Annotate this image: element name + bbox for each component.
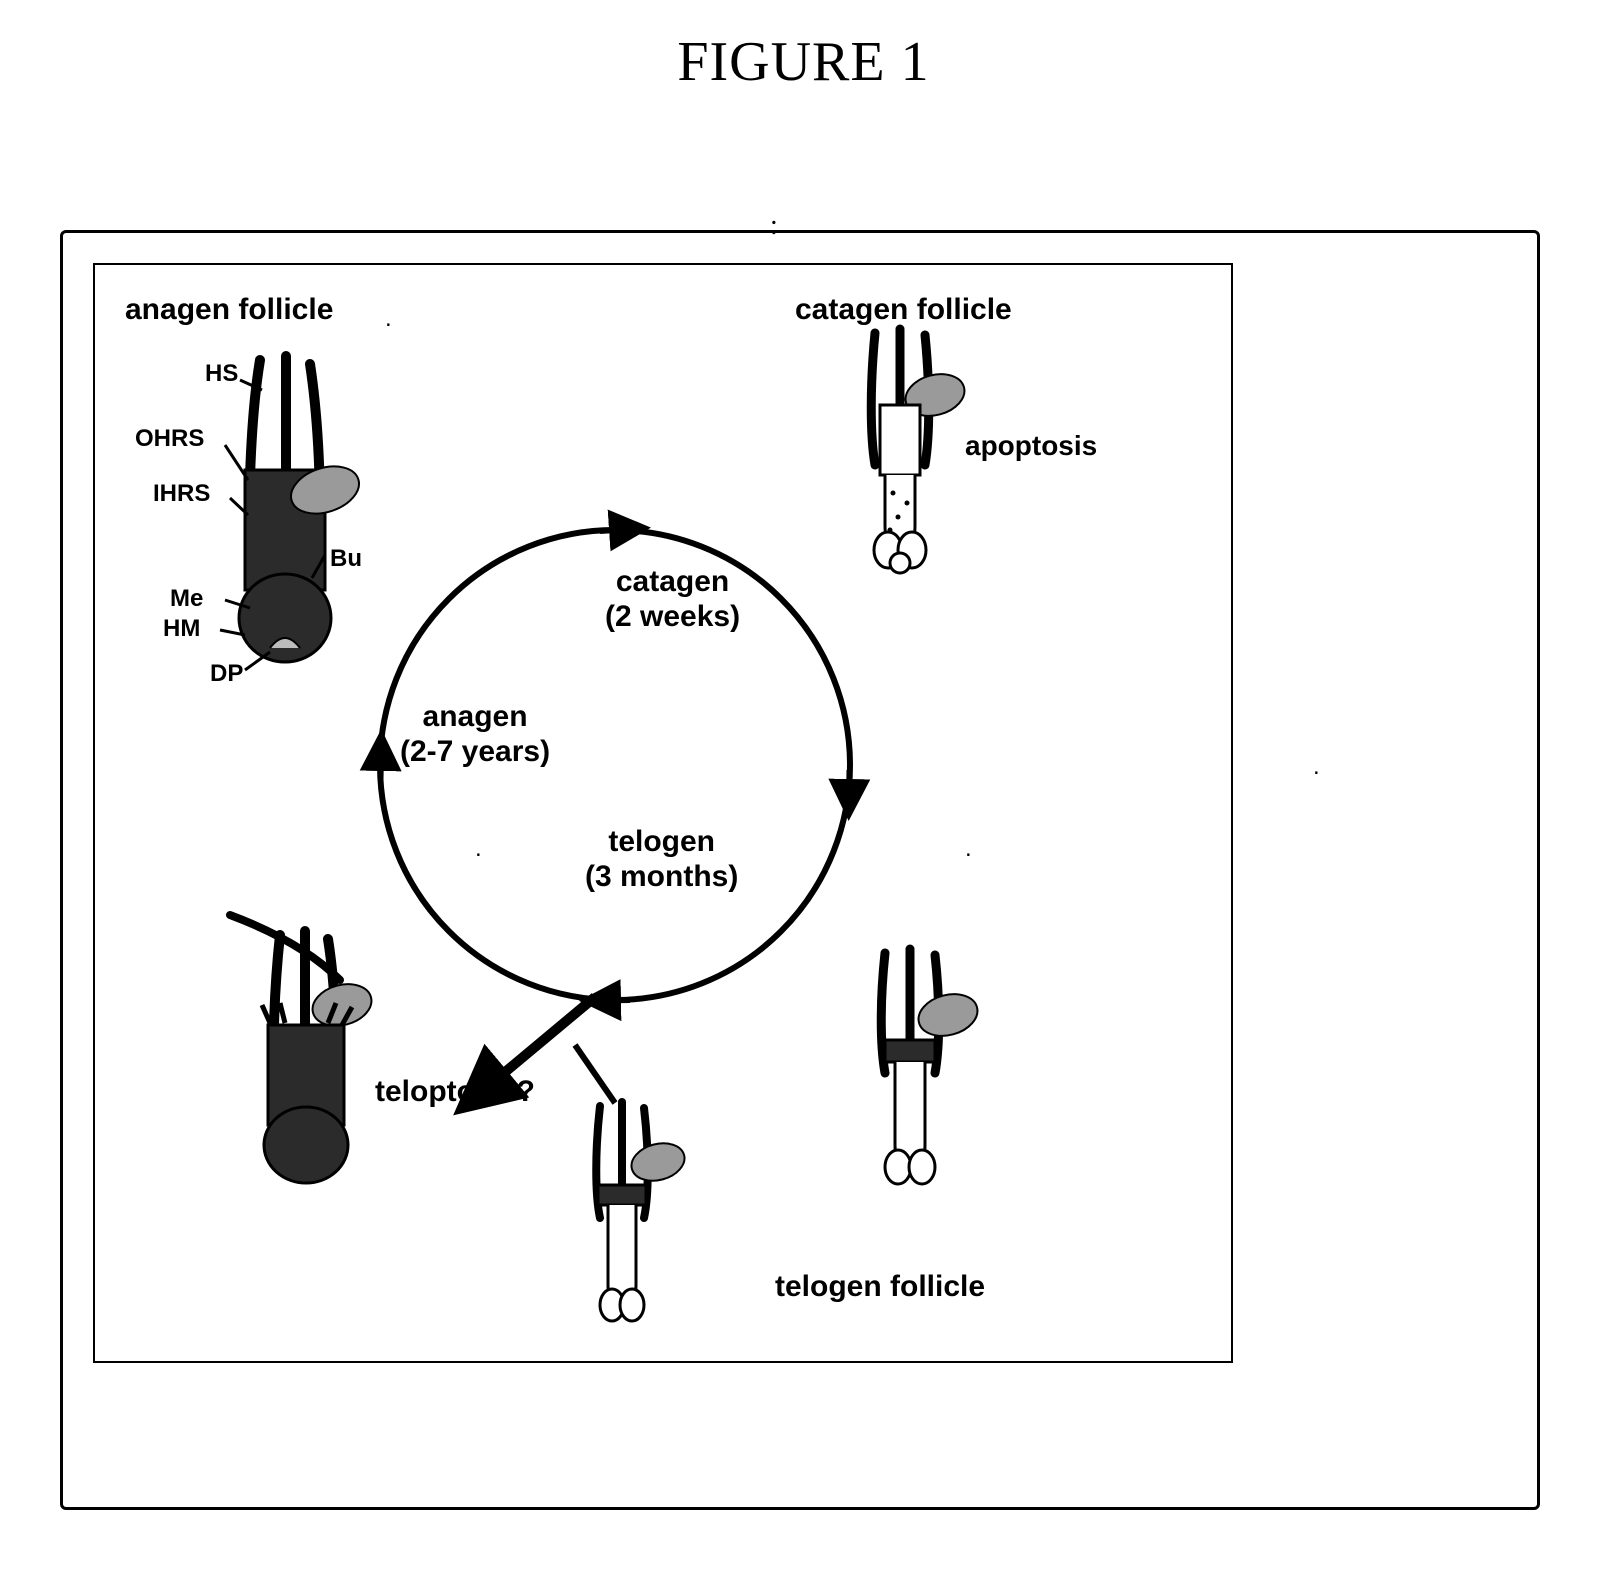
catagen-follicle-icon xyxy=(830,325,1000,585)
early-anagen-follicle-icon xyxy=(210,895,410,1195)
telogen-follicle-right-icon xyxy=(840,945,1010,1205)
figure-title: FIGURE 1 xyxy=(0,30,1607,94)
anagen-follicle-icon xyxy=(190,350,390,680)
telogen-follicle-center-icon xyxy=(560,1100,710,1340)
stray-dot: . xyxy=(1313,753,1320,781)
inner-frame: . . . anagen follicle catagen follicle a… xyxy=(93,263,1233,1363)
outer-frame: . . . anagen follicle catagen follicle a… xyxy=(60,230,1540,1510)
